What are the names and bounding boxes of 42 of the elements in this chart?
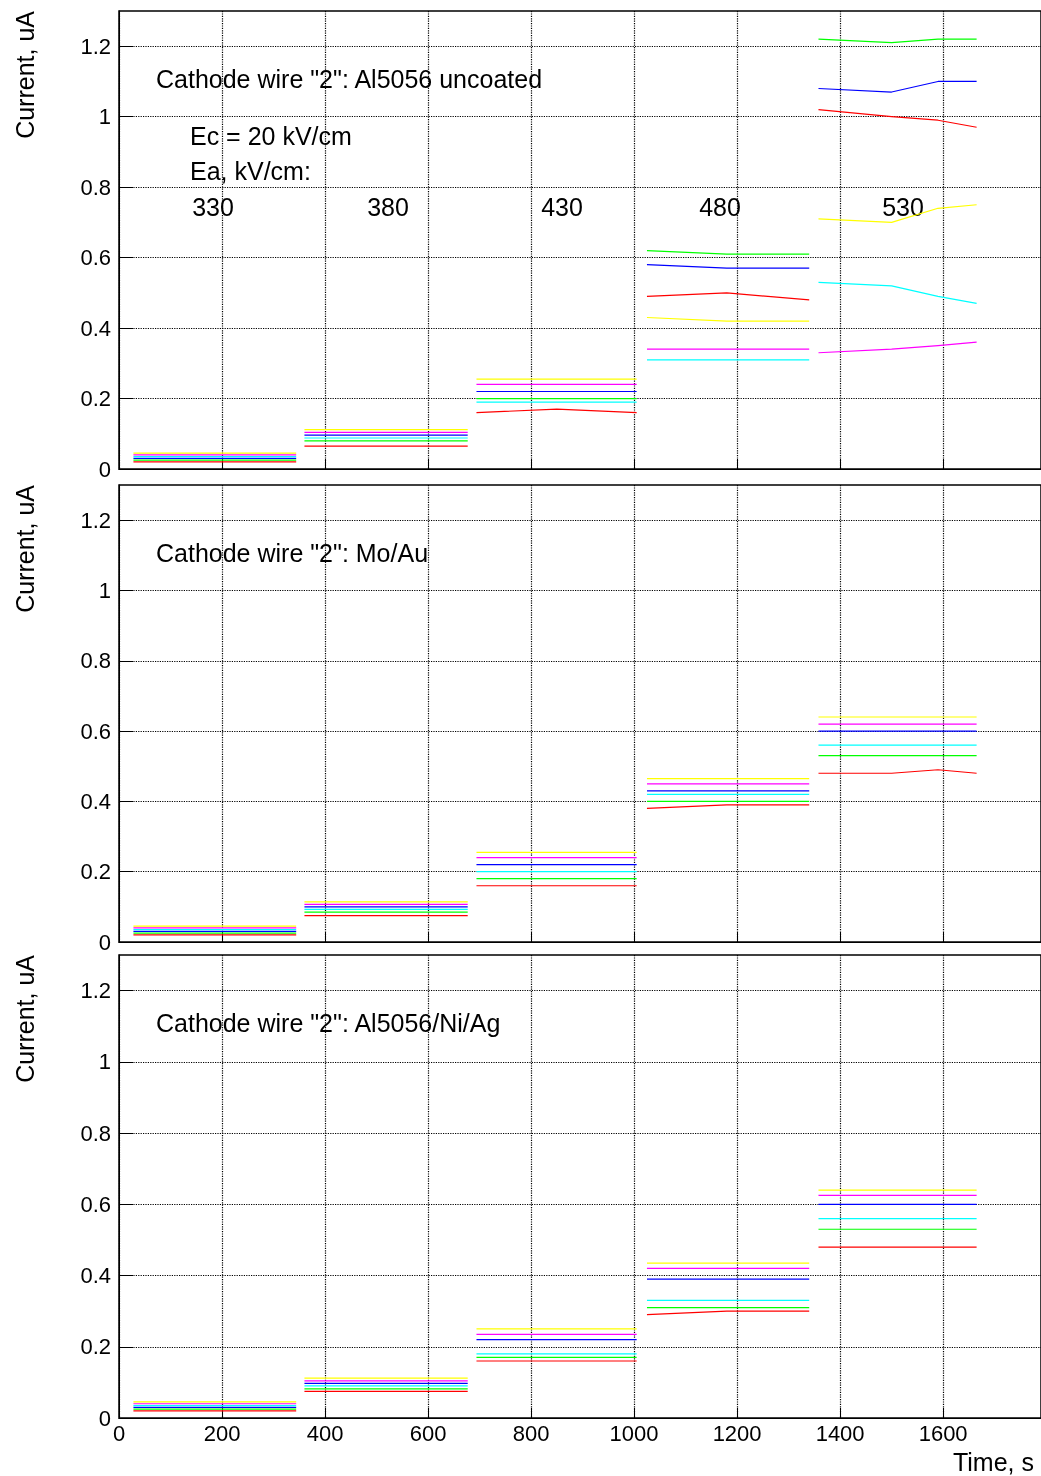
y-tick-label: 0.8: [80, 648, 111, 674]
y-tick-label: 0.6: [80, 1191, 111, 1217]
annotation: 480: [699, 193, 741, 221]
y-tick-label: 0.2: [80, 386, 111, 412]
x-tick-label: 600: [409, 1420, 447, 1446]
y-tick-label: 1.2: [80, 978, 111, 1004]
y-axis-title: Current, uA: [11, 954, 39, 1083]
annotation: 530: [882, 193, 924, 221]
y-tick-label: 0: [98, 456, 111, 482]
y-tick-label: 0.6: [80, 718, 111, 744]
x-tick-label: 200: [203, 1420, 241, 1446]
y-tick-label: 1.2: [80, 33, 111, 59]
y-tick-label: 0: [98, 929, 111, 955]
x-tick-label: 1400: [815, 1420, 865, 1446]
y-tick-label: 0.8: [80, 1120, 111, 1146]
x-tick-label: 1600: [918, 1420, 968, 1446]
x-tick-label: 400: [306, 1420, 344, 1446]
y-tick-label: 0.4: [80, 1263, 111, 1289]
y-tick-label: 0.2: [80, 1334, 111, 1360]
y-tick-label: 0.8: [80, 174, 111, 200]
y-axis-title: Current, uA: [11, 484, 39, 613]
x-tick-label: 1200: [712, 1420, 762, 1446]
x-axis-title: Time, s: [952, 1447, 1034, 1476]
y-tick-label: 1: [98, 104, 111, 130]
y-tick-label: 1: [98, 1049, 111, 1075]
y-axis-title: Current, uA: [11, 10, 39, 139]
y-tick-label: 0.4: [80, 788, 111, 814]
text: Cathode wire "2": Al5056 uncoated: [156, 64, 543, 93]
y-tick-label: 0.4: [80, 315, 111, 341]
text: Cathode wire "2": Mo/Au: [156, 538, 429, 567]
annotation: Ec = 20 kV/cm: [190, 121, 352, 150]
text: Cathode wire "2": Al5056/Ni/Ag: [156, 1008, 501, 1037]
x-tick-label: 800: [512, 1420, 550, 1446]
y-tick-label: 0.6: [80, 245, 111, 271]
annotation: 330: [192, 193, 234, 221]
annotation: 380: [367, 193, 409, 221]
y-tick-label: 0.2: [80, 859, 111, 885]
x-tick-label: 1000: [609, 1420, 659, 1446]
annotation: 430: [541, 193, 583, 221]
annotation: Ea, kV/cm:: [190, 156, 311, 185]
y-tick-label: 1.2: [80, 507, 111, 533]
y-tick-label: 1: [98, 577, 111, 603]
